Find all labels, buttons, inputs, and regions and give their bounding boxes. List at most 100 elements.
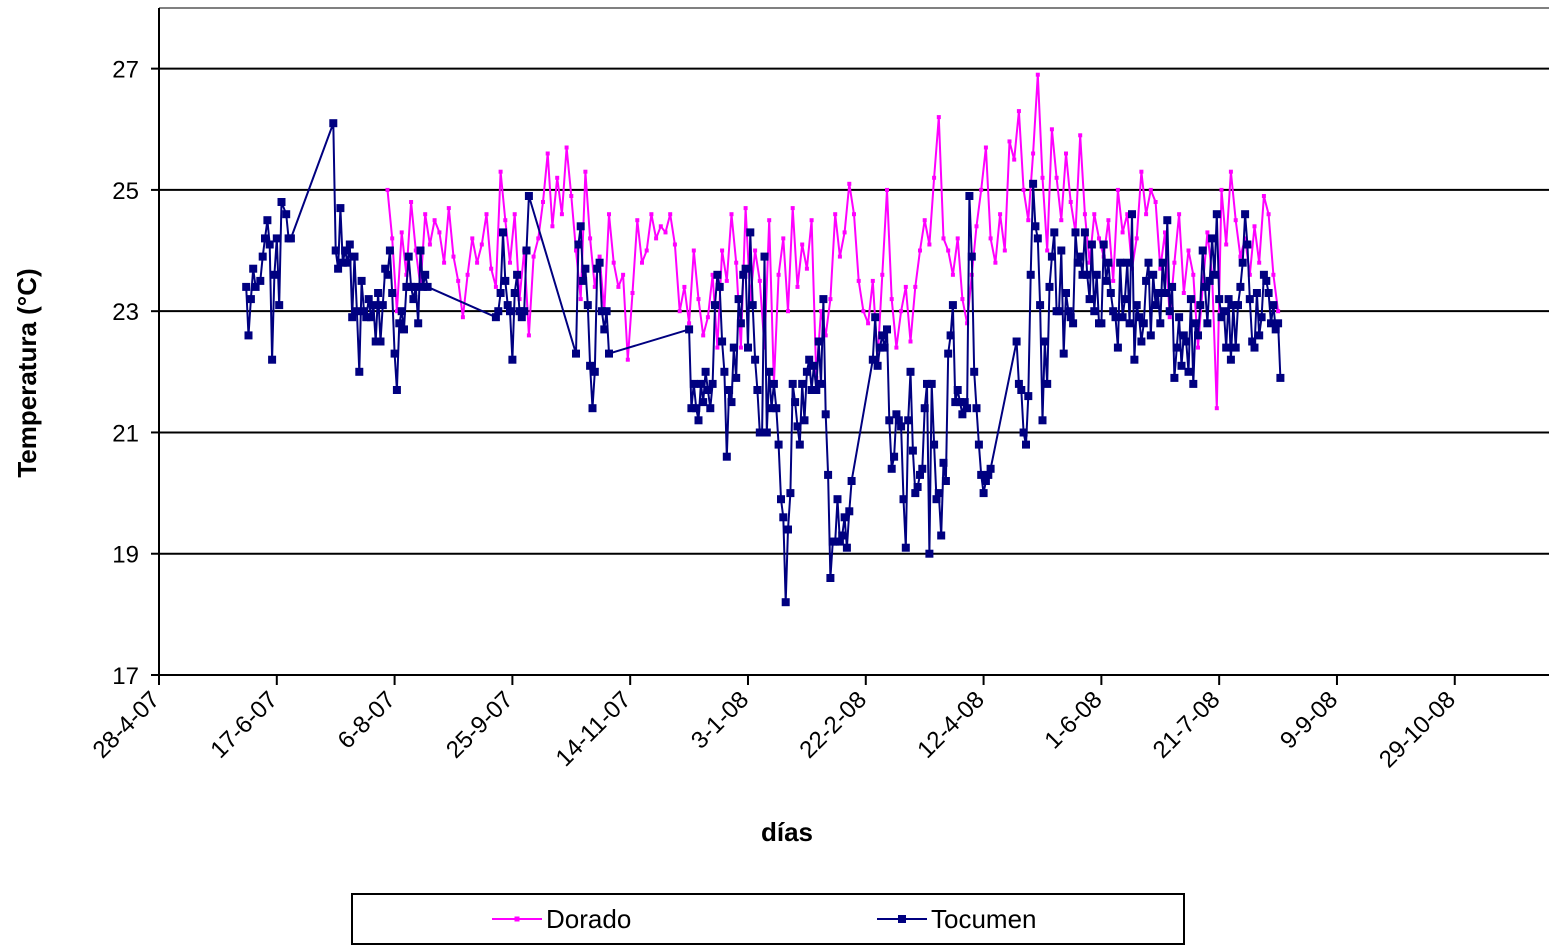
data-point-tocumen — [972, 404, 981, 413]
data-point-tocumen — [1123, 258, 1132, 267]
data-point-tocumen — [920, 404, 929, 413]
data-point-tocumen — [341, 246, 350, 255]
data-point-dorado — [1271, 272, 1276, 277]
data-point-tocumen — [416, 246, 425, 255]
data-point-dorado — [691, 248, 696, 253]
data-point-dorado — [861, 309, 866, 314]
data-point-tocumen — [1271, 325, 1280, 334]
data-point-tocumen — [593, 264, 602, 273]
data-point-dorado — [1153, 200, 1158, 204]
data-point-tocumen — [802, 367, 811, 376]
data-point-tocumen — [513, 270, 522, 279]
data-point-dorado — [800, 242, 805, 247]
data-point-tocumen — [795, 440, 804, 449]
data-point-tocumen — [694, 416, 703, 425]
data-point-dorado — [1261, 194, 1266, 198]
data-point-tocumen — [421, 270, 430, 279]
data-point-tocumen — [1080, 228, 1089, 237]
data-point-tocumen — [713, 270, 722, 279]
data-point-dorado — [1106, 218, 1111, 223]
data-point-tocumen — [1182, 337, 1191, 346]
data-point-dorado — [597, 254, 602, 259]
data-point-tocumen — [395, 319, 404, 328]
data-point-dorado — [852, 212, 856, 217]
data-point-dorado — [828, 297, 833, 302]
y-tick-label: 25 — [112, 178, 139, 205]
data-point-dorado — [1238, 254, 1243, 259]
data-point-dorado — [1214, 406, 1219, 411]
data-point-dorado — [569, 194, 574, 198]
data-point-tocumen — [411, 282, 420, 291]
data-point-dorado — [460, 315, 465, 320]
data-point-dorado — [1021, 187, 1026, 192]
data-point-tocumen — [1210, 270, 1219, 279]
data-point-tocumen — [821, 410, 830, 419]
data-point-tocumen — [1043, 379, 1052, 388]
data-point-tocumen — [887, 464, 896, 473]
data-point-tocumen — [1262, 276, 1271, 285]
data-point-tocumen — [501, 276, 510, 285]
data-point-tocumen — [515, 307, 524, 316]
data-point-tocumen — [510, 289, 519, 297]
data-point-tocumen — [703, 386, 712, 394]
data-point-tocumen — [708, 379, 717, 388]
data-point-tocumen — [581, 264, 590, 273]
data-point-tocumen — [883, 325, 891, 334]
data-point-tocumen — [758, 428, 767, 437]
data-point-tocumen — [718, 337, 727, 346]
data-point-tocumen — [1144, 258, 1153, 267]
data-point-tocumen — [734, 295, 743, 304]
data-point-tocumen — [1236, 282, 1245, 291]
data-point-tocumen — [1158, 258, 1167, 267]
data-point-tocumen — [762, 428, 771, 437]
data-point-dorado — [1078, 133, 1083, 138]
data-point-tocumen — [1252, 289, 1261, 297]
data-point-tocumen — [746, 228, 755, 237]
data-point-tocumen — [913, 483, 922, 491]
data-point-tocumen — [772, 404, 781, 413]
data-point-tocumen — [1201, 282, 1209, 291]
data-point-tocumen — [784, 525, 792, 534]
data-point-dorado — [503, 218, 508, 223]
data-point-tocumen — [774, 440, 783, 449]
data-point-dorado — [394, 309, 399, 314]
data-point-dorado — [786, 309, 790, 314]
data-point-tocumen — [977, 470, 986, 479]
data-point-tocumen — [685, 325, 694, 334]
data-point-tocumen — [388, 289, 397, 297]
data-point-tocumen — [1146, 331, 1155, 340]
data-point-tocumen — [1125, 319, 1134, 328]
data-point-dorado — [399, 230, 404, 235]
y-axis-title: Temperatura (°C) — [12, 268, 42, 477]
data-point-dorado — [625, 357, 630, 362]
data-point-dorado — [649, 212, 654, 217]
data-point-tocumen — [334, 264, 343, 273]
data-point-dorado — [696, 297, 701, 302]
data-point-tocumen — [1106, 289, 1115, 297]
data-point-dorado — [1233, 218, 1238, 223]
data-point-tocumen — [1274, 319, 1283, 328]
data-point-tocumen — [357, 276, 366, 285]
data-point-dorado — [564, 145, 569, 150]
data-point-tocumen — [1019, 428, 1028, 437]
data-point-dorado — [489, 266, 494, 271]
data-point-tocumen — [595, 258, 604, 267]
data-point-tocumen — [1047, 252, 1056, 261]
data-point-tocumen — [1050, 228, 1059, 237]
data-point-tocumen — [499, 228, 507, 237]
data-point-tocumen — [572, 349, 580, 358]
data-point-dorado — [983, 145, 988, 150]
data-point-tocumen — [1073, 258, 1082, 267]
data-point-dorado — [889, 297, 894, 302]
data-point-dorado — [1144, 212, 1149, 217]
data-point-dorado — [1120, 230, 1125, 235]
data-point-tocumen — [880, 343, 889, 352]
data-point-tocumen — [1257, 313, 1266, 322]
data-point-tocumen — [1029, 179, 1038, 188]
data-point-dorado — [866, 321, 871, 326]
data-point-dorado — [1134, 236, 1139, 241]
data-point-tocumen — [242, 282, 251, 291]
data-point-tocumen — [360, 307, 368, 316]
data-point-tocumen — [847, 477, 856, 485]
data-point-dorado — [484, 212, 489, 217]
